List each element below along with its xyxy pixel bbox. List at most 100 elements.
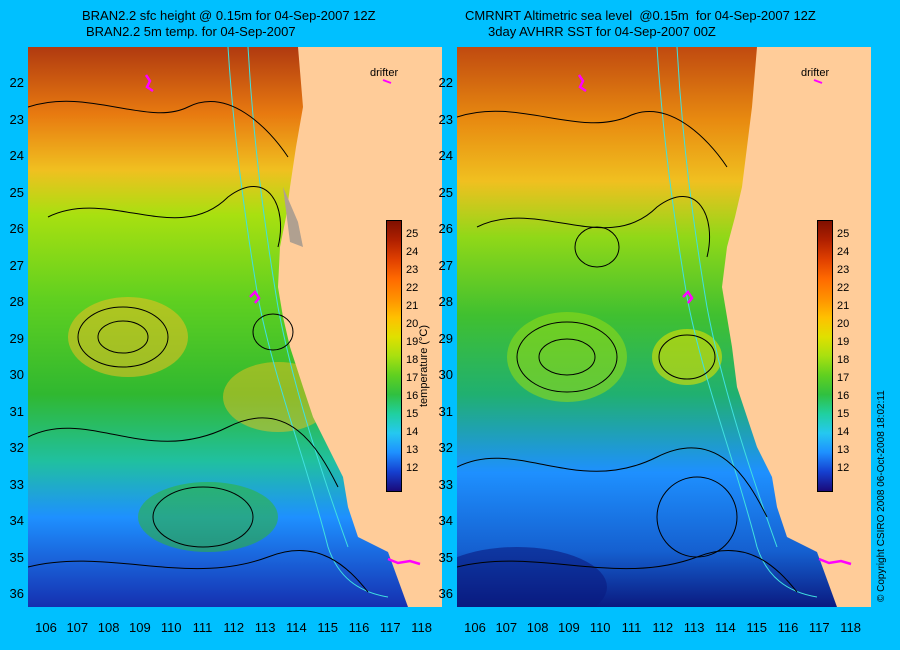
left-colorbar (386, 220, 402, 492)
right-title-line2: 3day AVHRR SST for 04-Sep-2007 00Z (488, 24, 716, 39)
contour-line (476, 196, 711, 258)
y-axis-tick-label: 25 (9, 184, 24, 200)
left-title-line1: BRAN2.2 sfc height @ 0.15m for 04-Sep-20… (82, 8, 376, 23)
right-colorbar (817, 220, 833, 492)
y-axis-tick-label: 30 (9, 367, 24, 382)
colorbar-tick-label: 15 (406, 408, 419, 420)
colorbar-tick-label: 22 (837, 282, 850, 294)
colorbar-tick-label: 18 (406, 354, 419, 366)
colorbar-tick-label: 16 (406, 390, 419, 402)
colorbar-tick-label: 14 (406, 426, 419, 438)
colorbar-tick-label: 19 (837, 336, 850, 348)
x-axis-tick-label: 114 (715, 620, 736, 635)
colorbar-tick-label: 13 (837, 444, 850, 456)
x-axis-tick-label: 110 (589, 620, 611, 635)
colorbar-tick-label: 12 (406, 462, 419, 474)
right-title-line1: CMRNRT Altimetric sea level @0.15m for 0… (465, 8, 816, 23)
x-axis-tick-label: 110 (160, 620, 182, 635)
x-axis-tick-label: 116 (348, 620, 370, 635)
right-sst-map (457, 47, 871, 607)
x-axis-tick-label: 118 (840, 620, 861, 635)
contour-line (28, 100, 289, 158)
y-axis-tick-label: 36 (9, 586, 24, 601)
y-axis-tick-label: 23 (9, 111, 24, 127)
x-axis-tick-label: 112 (652, 620, 674, 635)
x-axis-tick-label: 112 (223, 620, 245, 635)
warm-eddy (507, 312, 627, 402)
drifter-legend-marker (382, 79, 392, 84)
contour-line (658, 334, 716, 380)
x-axis-tick-label: 111 (192, 620, 213, 635)
contour-line (77, 306, 169, 368)
y-axis-tick-label: 22 (9, 75, 24, 90)
left-title-line2: BRAN2.2 5m temp. for 04-Sep-2007 (86, 24, 296, 39)
y-axis-tick-label: 22 (438, 75, 453, 90)
y-axis-tick-label: 28 (9, 294, 24, 309)
x-axis-tick-label: 109 (558, 620, 580, 635)
colorbar-tick-label: 23 (837, 264, 850, 276)
x-axis-tick-label: 113 (254, 620, 276, 635)
x-axis-tick-label: 107 (495, 620, 518, 635)
contour-line (47, 186, 282, 248)
x-axis-tick-label: 108 (526, 620, 549, 635)
drifter-legend-marker (813, 79, 823, 84)
colorbar-tick-label: 24 (837, 246, 850, 258)
y-axis-tick-label: 25 (438, 184, 453, 200)
drifter-track (577, 74, 587, 93)
contour-line (516, 321, 618, 393)
copyright-text: © Copyright CSIRO 2008 06-Oct-2008 18:02… (876, 390, 887, 602)
isobath-line (676, 47, 778, 548)
y-axis-tick-label: 31 (438, 403, 453, 419)
contour-line (457, 110, 728, 168)
isobath-line (247, 47, 349, 548)
colorbar-tick-label: 14 (837, 426, 850, 438)
y-axis-tick-label: 26 (9, 221, 24, 236)
x-axis-tick-label: 111 (621, 620, 642, 635)
colorbar-tick-label: 24 (406, 246, 419, 258)
contour-line (574, 226, 620, 268)
isobath-line (227, 47, 389, 598)
colorbar-tick-label: 13 (406, 444, 419, 456)
colorbar-tick-label: 15 (837, 408, 850, 420)
x-axis-tick-label: 106 (35, 620, 57, 635)
x-axis-tick-label: 107 (66, 620, 89, 635)
y-axis-tick-label: 28 (438, 294, 453, 309)
y-axis-tick-label: 32 (9, 440, 24, 455)
x-axis-tick-label: 116 (777, 620, 799, 635)
x-axis-tick-label: 113 (683, 620, 705, 635)
drifter-track (818, 557, 852, 566)
colorbar-tick-label: 17 (837, 372, 850, 384)
y-axis-tick-label: 35 (438, 549, 453, 565)
drifter-track (144, 74, 154, 93)
colorbar-tick-label: 21 (837, 300, 850, 312)
colorbar-tick-label: 25 (837, 228, 850, 240)
left-drifter-label: drifter (370, 67, 399, 79)
x-axis-tick-label: 114 (286, 620, 307, 635)
colorbar-tick-label: 16 (837, 390, 850, 402)
contour-line (152, 486, 254, 548)
y-axis-tick-label: 33 (9, 476, 24, 492)
y-axis-tick-label: 27 (438, 257, 453, 273)
x-axis-tick-label: 117 (379, 620, 401, 635)
x-axis-tick-label: 117 (808, 620, 830, 635)
right-drifter-label: drifter (801, 67, 830, 79)
y-axis-tick-label: 32 (438, 440, 453, 455)
x-axis-tick-label: 118 (411, 620, 432, 635)
green-eddy (138, 482, 278, 552)
y-axis-tick-label: 30 (438, 367, 453, 382)
x-axis-tick-label: 109 (129, 620, 151, 635)
y-axis-tick-label: 23 (438, 111, 453, 127)
contour-line (28, 417, 339, 488)
contour-line (457, 550, 798, 593)
australia-land (722, 47, 871, 557)
drifter-track (249, 290, 261, 304)
left-sst-map (28, 47, 442, 607)
contour-line (252, 313, 294, 351)
colorbar-tick-label: 18 (837, 354, 850, 366)
y-axis-tick-label: 24 (438, 148, 453, 163)
warm-eddy (652, 329, 722, 385)
colorbar-tick-label: 20 (837, 318, 850, 330)
colorbar-tick-label: 12 (837, 462, 850, 474)
drifter-track (682, 290, 694, 304)
colorbar-tick-label: 21 (406, 300, 419, 312)
